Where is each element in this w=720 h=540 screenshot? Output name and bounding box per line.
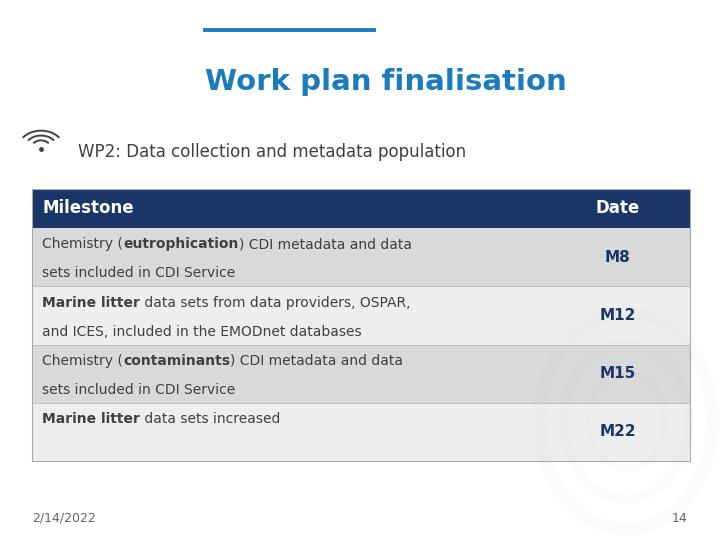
Text: Milestone: Milestone (42, 199, 134, 218)
Text: and ICES, included in the EMODnet databases: and ICES, included in the EMODnet databa… (42, 325, 362, 339)
Text: Work plan finalisation: Work plan finalisation (205, 68, 567, 96)
Text: Chemistry (: Chemistry ( (42, 354, 123, 368)
Text: Marine litter: Marine litter (42, 295, 140, 309)
Text: Date: Date (595, 199, 639, 218)
Text: 2/14/2022: 2/14/2022 (32, 512, 96, 525)
Text: contaminants: contaminants (123, 354, 230, 368)
Text: eutrophication: eutrophication (123, 237, 239, 251)
FancyBboxPatch shape (32, 189, 690, 228)
Text: sets included in CDI Service: sets included in CDI Service (42, 266, 235, 280)
Text: 14: 14 (672, 512, 688, 525)
Text: data sets from data providers, OSPAR,: data sets from data providers, OSPAR, (140, 295, 411, 309)
Text: Chemistry (: Chemistry ( (42, 237, 123, 251)
Text: M8: M8 (605, 249, 630, 265)
Text: M15: M15 (599, 366, 636, 381)
Text: sets included in CDI Service: sets included in CDI Service (42, 383, 235, 397)
FancyBboxPatch shape (32, 345, 690, 403)
FancyBboxPatch shape (32, 286, 690, 345)
Text: Marine litter: Marine litter (42, 412, 140, 426)
Text: M12: M12 (599, 308, 636, 323)
Text: WP2: Data collection and metadata population: WP2: Data collection and metadata popula… (78, 143, 466, 161)
FancyBboxPatch shape (32, 403, 690, 461)
Text: data sets increased: data sets increased (140, 412, 281, 426)
Text: M22: M22 (599, 424, 636, 440)
FancyBboxPatch shape (32, 228, 690, 286)
Text: ) CDI metadata and data: ) CDI metadata and data (239, 237, 412, 251)
Text: ) CDI metadata and data: ) CDI metadata and data (230, 354, 403, 368)
